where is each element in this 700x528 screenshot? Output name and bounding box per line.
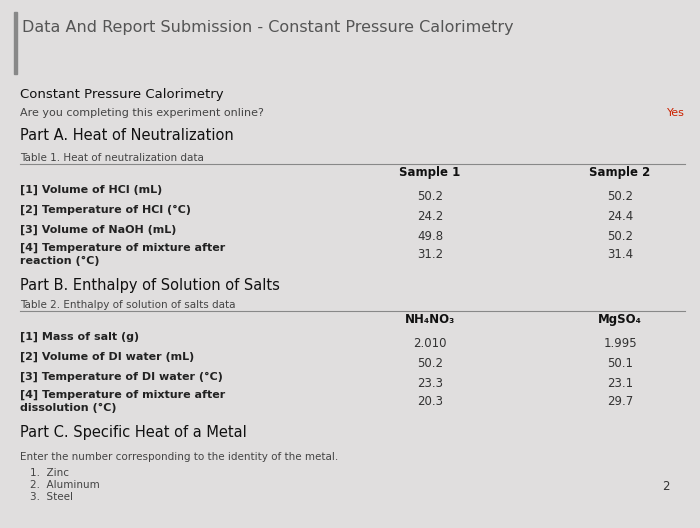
Text: 3.  Steel: 3. Steel xyxy=(30,492,73,502)
Text: 23.3: 23.3 xyxy=(417,377,443,390)
Text: 2.  Aluminum: 2. Aluminum xyxy=(30,480,99,490)
Text: 31.2: 31.2 xyxy=(417,248,443,261)
Text: 31.4: 31.4 xyxy=(607,248,633,261)
Text: Part A. Heat of Neutralization: Part A. Heat of Neutralization xyxy=(20,128,234,143)
Text: MgSO₄: MgSO₄ xyxy=(598,313,642,326)
Text: 1.995: 1.995 xyxy=(603,337,637,350)
Text: Table 2. Enthalpy of solution of salts data: Table 2. Enthalpy of solution of salts d… xyxy=(20,300,235,310)
Text: [2] Temperature of HCl (°C): [2] Temperature of HCl (°C) xyxy=(20,205,191,215)
Text: [1] Volume of HCl (mL): [1] Volume of HCl (mL) xyxy=(20,185,162,195)
Text: 50.2: 50.2 xyxy=(607,190,633,203)
Text: 24.4: 24.4 xyxy=(607,210,633,223)
Text: 2: 2 xyxy=(662,480,670,493)
Text: 20.3: 20.3 xyxy=(417,395,443,408)
Text: 1.  Zinc: 1. Zinc xyxy=(30,468,69,478)
Text: Sample 1: Sample 1 xyxy=(400,166,461,179)
Text: 50.2: 50.2 xyxy=(417,190,443,203)
Text: Yes: Yes xyxy=(667,108,685,118)
Text: Data And Report Submission - Constant Pressure Calorimetry: Data And Report Submission - Constant Pr… xyxy=(22,20,514,35)
Text: NH₄NO₃: NH₄NO₃ xyxy=(405,313,455,326)
Text: [3] Volume of NaOH (mL): [3] Volume of NaOH (mL) xyxy=(20,225,176,235)
Text: 50.2: 50.2 xyxy=(607,230,633,243)
Bar xyxy=(14,12,17,74)
Text: 2.010: 2.010 xyxy=(413,337,447,350)
Text: [2] Volume of DI water (mL): [2] Volume of DI water (mL) xyxy=(20,352,195,362)
Text: Sample 2: Sample 2 xyxy=(589,166,650,179)
Text: 24.2: 24.2 xyxy=(417,210,443,223)
Text: [4] Temperature of mixture after
dissolution (°C): [4] Temperature of mixture after dissolu… xyxy=(20,390,225,413)
Text: Enter the number corresponding to the identity of the metal.: Enter the number corresponding to the id… xyxy=(20,452,338,462)
Text: [1] Mass of salt (g): [1] Mass of salt (g) xyxy=(20,332,139,342)
Text: 23.1: 23.1 xyxy=(607,377,633,390)
Text: Part B. Enthalpy of Solution of Salts: Part B. Enthalpy of Solution of Salts xyxy=(20,278,280,293)
Text: 50.1: 50.1 xyxy=(607,357,633,370)
Text: [4] Temperature of mixture after
reaction (°C): [4] Temperature of mixture after reactio… xyxy=(20,243,225,266)
Text: 49.8: 49.8 xyxy=(417,230,443,243)
Text: [3] Temperature of DI water (°C): [3] Temperature of DI water (°C) xyxy=(20,372,223,382)
Text: Part C. Specific Heat of a Metal: Part C. Specific Heat of a Metal xyxy=(20,425,246,440)
Text: Constant Pressure Calorimetry: Constant Pressure Calorimetry xyxy=(20,88,223,101)
Text: Are you completing this experiment online?: Are you completing this experiment onlin… xyxy=(20,108,264,118)
Text: 29.7: 29.7 xyxy=(607,395,633,408)
Text: Table 1. Heat of neutralization data: Table 1. Heat of neutralization data xyxy=(20,153,204,163)
Text: 50.2: 50.2 xyxy=(417,357,443,370)
